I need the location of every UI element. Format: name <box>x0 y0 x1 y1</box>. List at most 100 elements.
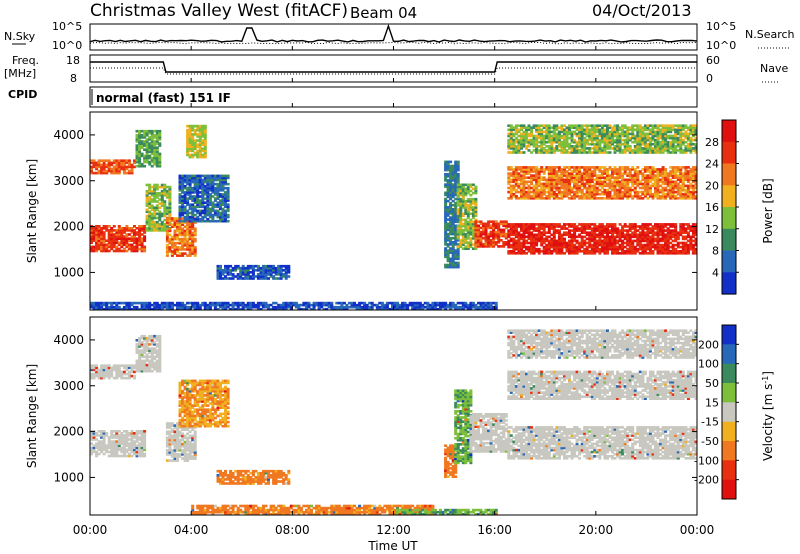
power-cell <box>641 140 645 144</box>
power-cell <box>117 231 121 234</box>
power-cell <box>456 263 460 267</box>
power-cell <box>193 207 197 211</box>
noise-left-tick-bottom: 10^0 <box>52 39 82 52</box>
power-cell <box>155 150 159 154</box>
power-cell <box>107 301 111 305</box>
power-cell <box>573 184 577 188</box>
power-cell <box>520 180 523 184</box>
power-cell <box>550 136 554 140</box>
power-cell <box>542 247 546 251</box>
power-cell <box>461 202 465 205</box>
power-cell <box>206 195 210 198</box>
power-cell <box>681 186 685 190</box>
power-cell <box>600 250 604 253</box>
power-cell <box>694 132 698 136</box>
power-cell <box>656 233 660 237</box>
power-cell <box>514 178 518 182</box>
power-cell <box>110 229 114 232</box>
power-cell <box>160 200 164 203</box>
power-cell <box>603 192 607 196</box>
power-cell <box>520 223 523 226</box>
power-cell <box>540 197 544 200</box>
power-cell <box>532 178 536 182</box>
power-cell <box>239 269 243 272</box>
power-cell <box>603 180 607 184</box>
power-cell <box>181 209 185 213</box>
power-cell <box>186 182 190 186</box>
power-cell <box>550 184 554 188</box>
power-cell <box>464 212 468 215</box>
power-cell <box>117 305 121 309</box>
power-cell <box>514 235 518 239</box>
power-cell <box>125 229 129 232</box>
power-cell <box>459 193 463 197</box>
power-cell <box>542 176 546 179</box>
power-cell <box>636 241 640 245</box>
power-cell <box>135 237 139 240</box>
power-cell <box>656 182 660 186</box>
power-cell <box>583 124 587 127</box>
power-cell <box>150 189 154 193</box>
power-cell <box>608 138 612 142</box>
power-cell <box>608 225 612 228</box>
power-cell <box>135 140 139 143</box>
power-cell <box>641 245 645 249</box>
power-cell <box>535 192 539 196</box>
power-cell <box>527 229 531 232</box>
power-cell <box>446 199 450 203</box>
power-cell <box>661 250 665 253</box>
power-cell <box>666 237 670 241</box>
power-cell <box>201 178 205 182</box>
power-cell <box>191 225 195 228</box>
power-cell <box>183 225 187 228</box>
power-cell <box>570 241 574 245</box>
power-cell <box>127 169 131 173</box>
power-cell <box>654 239 657 243</box>
power-cell <box>446 173 450 176</box>
power-cell <box>530 195 534 198</box>
power-cell <box>613 197 617 200</box>
power-cell <box>613 229 617 232</box>
power-cell <box>641 252 645 255</box>
power-cell <box>446 232 450 236</box>
power-cell <box>110 247 114 251</box>
power-cell <box>563 243 566 247</box>
power-cell <box>545 195 549 198</box>
power-cell <box>595 233 599 237</box>
power-cell <box>633 182 637 186</box>
power-cell <box>522 190 526 194</box>
power-cell <box>621 178 625 182</box>
power-cell <box>555 243 559 247</box>
power-cell <box>674 231 678 234</box>
power-cell <box>191 126 195 130</box>
power-cell <box>626 132 630 136</box>
power-cell <box>153 208 157 212</box>
power-cell <box>449 183 453 186</box>
power-cell <box>181 205 185 209</box>
power-cell <box>112 233 116 236</box>
power-cell <box>674 138 678 142</box>
power-cell <box>648 170 652 173</box>
power-cell <box>92 231 96 234</box>
power-cell <box>163 218 167 222</box>
power-cell <box>231 273 235 276</box>
power-cell <box>221 176 225 180</box>
power-cell <box>502 243 506 246</box>
power-cell <box>216 269 220 272</box>
power-cell <box>140 225 144 228</box>
power-cell <box>216 182 220 186</box>
power-cell <box>254 275 258 278</box>
power-cell <box>143 229 147 232</box>
power-cell <box>520 229 523 232</box>
power-cell <box>643 223 647 226</box>
power-cell <box>606 172 609 175</box>
power-cell <box>229 271 233 274</box>
power-cell <box>451 175 455 178</box>
power-cell <box>196 182 200 186</box>
power-cell <box>676 168 680 171</box>
power-cell <box>641 223 645 226</box>
power-cell <box>444 263 448 267</box>
power-cell <box>173 221 177 224</box>
power-cell <box>648 176 652 179</box>
power-cell <box>573 195 577 198</box>
